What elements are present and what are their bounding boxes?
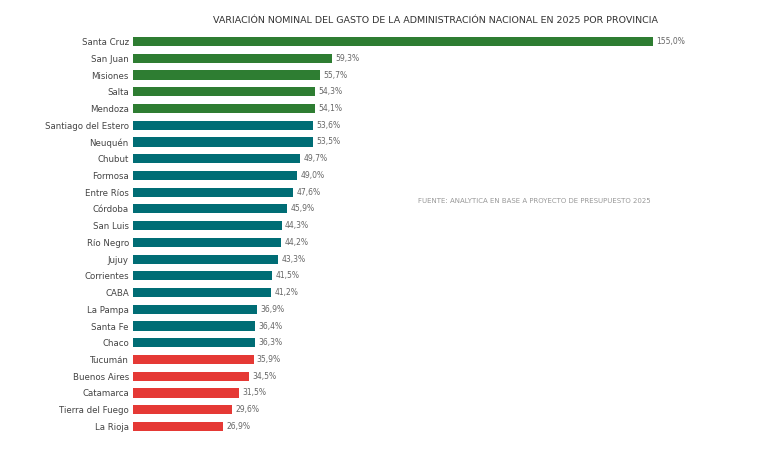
Text: 44,3%: 44,3% — [285, 221, 309, 230]
Bar — [133, 37, 654, 46]
Text: 59,3%: 59,3% — [335, 54, 359, 63]
Text: 53,5%: 53,5% — [316, 137, 340, 146]
Bar — [133, 405, 233, 414]
Bar — [133, 238, 281, 247]
Text: 41,5%: 41,5% — [276, 271, 299, 280]
Title: VARIACIÓN NOMINAL DEL GASTO DE LA ADMINISTRACIÓN NACIONAL EN 2025 POR PROVINCIA: VARIACIÓN NOMINAL DEL GASTO DE LA ADMINI… — [213, 16, 657, 25]
Bar — [133, 255, 278, 264]
Bar — [133, 372, 249, 381]
Bar — [133, 154, 300, 163]
Bar — [133, 271, 272, 280]
Bar — [133, 87, 315, 96]
Bar — [133, 70, 320, 80]
Text: 49,0%: 49,0% — [301, 171, 325, 180]
Text: 34,5%: 34,5% — [252, 372, 277, 381]
Text: 35,9%: 35,9% — [257, 355, 281, 364]
Text: 54,1%: 54,1% — [318, 104, 342, 113]
Text: 155,0%: 155,0% — [657, 37, 686, 46]
Bar — [133, 121, 313, 130]
Bar — [133, 188, 293, 197]
Bar — [133, 171, 297, 180]
Text: 45,9%: 45,9% — [290, 204, 315, 213]
Text: 55,7%: 55,7% — [323, 71, 347, 80]
Text: 36,9%: 36,9% — [260, 305, 284, 314]
Text: 36,4%: 36,4% — [258, 322, 283, 331]
Bar — [133, 221, 282, 230]
Bar — [133, 204, 287, 213]
Bar — [133, 321, 255, 331]
Text: 49,7%: 49,7% — [303, 154, 328, 163]
Text: 29,6%: 29,6% — [236, 405, 260, 414]
Text: FUENTE: ANALYTICA EN BASE A PROYECTO DE PRESUPUESTO 2025: FUENTE: ANALYTICA EN BASE A PROYECTO DE … — [418, 198, 651, 203]
Bar — [133, 388, 239, 398]
Text: 54,3%: 54,3% — [318, 87, 343, 96]
Bar — [133, 54, 332, 63]
Text: 53,6%: 53,6% — [316, 121, 340, 130]
Bar — [133, 305, 257, 314]
Text: 43,3%: 43,3% — [282, 255, 306, 264]
Bar — [133, 137, 312, 147]
Text: 26,9%: 26,9% — [226, 422, 251, 431]
Text: 31,5%: 31,5% — [242, 388, 266, 397]
Text: 41,2%: 41,2% — [274, 288, 299, 297]
Bar — [133, 104, 315, 113]
Text: 47,6%: 47,6% — [296, 188, 320, 197]
Text: 36,3%: 36,3% — [258, 338, 282, 347]
Bar — [133, 338, 255, 347]
Bar — [133, 355, 254, 364]
Bar — [133, 422, 223, 431]
Bar — [133, 288, 271, 297]
Text: 44,2%: 44,2% — [285, 238, 309, 247]
